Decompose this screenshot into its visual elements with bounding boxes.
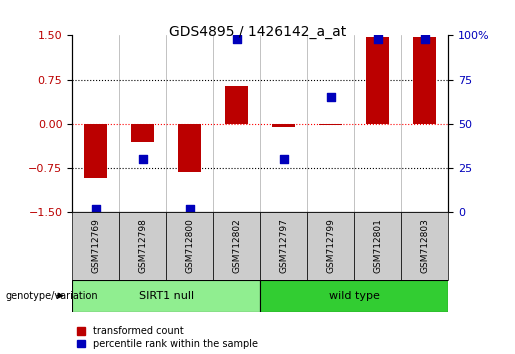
FancyBboxPatch shape (354, 212, 401, 280)
Text: GSM712801: GSM712801 (373, 218, 382, 274)
FancyBboxPatch shape (119, 212, 166, 280)
Text: GSM712802: GSM712802 (232, 219, 241, 273)
Bar (366, 36, 389, 124)
Point (420, 36, 428, 42)
FancyBboxPatch shape (213, 212, 260, 280)
Point (92, 206, 100, 212)
FancyBboxPatch shape (260, 212, 307, 280)
Text: GSM712769: GSM712769 (91, 218, 100, 274)
FancyBboxPatch shape (401, 212, 448, 280)
Point (185, 206, 194, 212)
Point (139, 156, 147, 162)
Text: wild type: wild type (329, 291, 380, 301)
Legend: transformed count, percentile rank within the sample: transformed count, percentile rank withi… (77, 326, 258, 349)
Point (280, 156, 288, 162)
Text: GDS4895 / 1426142_a_at: GDS4895 / 1426142_a_at (169, 25, 346, 39)
Text: genotype/variation: genotype/variation (5, 291, 98, 301)
Bar (225, 86, 248, 124)
FancyBboxPatch shape (260, 280, 448, 312)
FancyBboxPatch shape (166, 212, 213, 280)
Bar (178, 124, 201, 172)
Text: GSM712803: GSM712803 (420, 218, 429, 274)
Text: GSM712799: GSM712799 (326, 218, 335, 274)
FancyBboxPatch shape (307, 212, 354, 280)
Bar (413, 36, 436, 124)
Bar (131, 124, 154, 142)
Point (373, 36, 382, 42)
Text: GSM712800: GSM712800 (185, 218, 194, 274)
Text: GSM712798: GSM712798 (138, 218, 147, 274)
Point (232, 36, 241, 42)
Bar (272, 124, 295, 127)
FancyBboxPatch shape (72, 280, 260, 312)
Text: GSM712797: GSM712797 (279, 218, 288, 274)
FancyBboxPatch shape (72, 212, 119, 280)
Bar (84, 124, 107, 178)
Text: SIRT1 null: SIRT1 null (139, 291, 194, 301)
Point (327, 95, 335, 100)
Bar (319, 124, 342, 125)
